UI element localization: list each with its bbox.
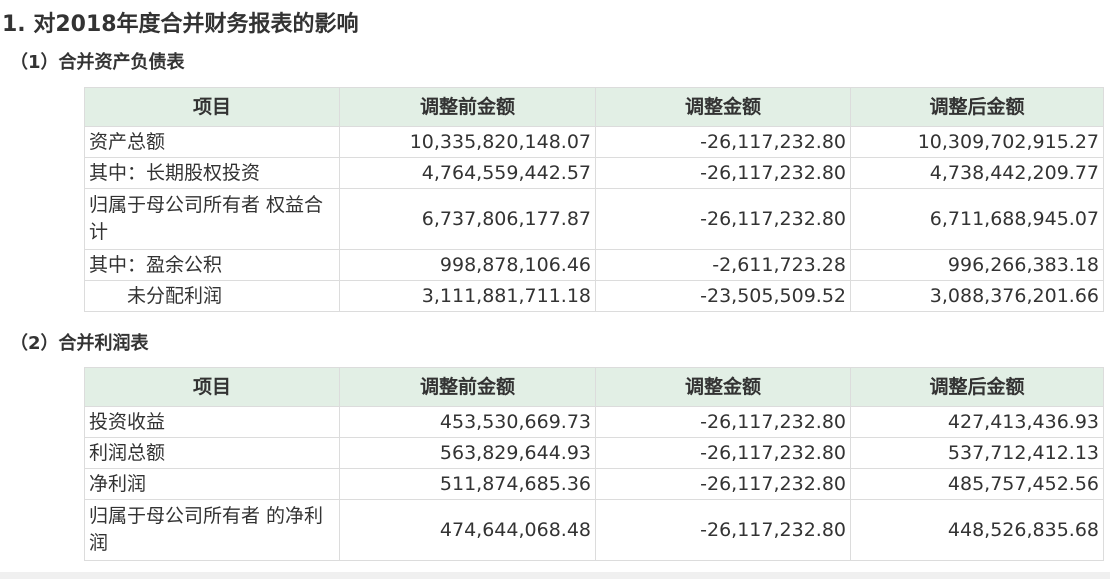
table-row: 利润总额 563,829,644.93 -26,117,232.80 537,7… [84, 437, 1104, 469]
table-row: 未分配利润 3,111,881,711.18 -23,505,509.52 3,… [84, 280, 1104, 312]
column-header-item: 项目 [84, 87, 340, 127]
row-after: 448,526,835.68 [850, 499, 1104, 561]
income-statement-heading: （2）合并利润表 [10, 333, 149, 354]
row-item: 其中：盈余公积 [84, 249, 340, 281]
row-item: 归属于母公司所有者 权益合计 [84, 188, 340, 250]
table-header-row: 项目 调整前金额 调整金额 调整后金额 [84, 87, 1104, 127]
row-after: 6,711,688,945.07 [850, 188, 1104, 250]
table-row: 资产总额 10,335,820,148.07 -26,117,232.80 10… [84, 126, 1104, 158]
table-row: 其中：盈余公积 998,878,106.46 -2,611,723.28 996… [84, 249, 1104, 281]
column-header-after: 调整后金额 [850, 367, 1104, 407]
row-adjust: -26,117,232.80 [595, 406, 851, 438]
row-after: 996,266,383.18 [850, 249, 1104, 281]
row-after: 427,413,436.93 [850, 406, 1104, 438]
row-item: 归属于母公司所有者 的净利润 [84, 499, 340, 561]
income-statement-table: 项目 调整前金额 调整金额 调整后金额 投资收益 453,530,669.73 … [84, 367, 1104, 561]
row-adjust: -26,117,232.80 [595, 188, 851, 250]
row-after: 10,309,702,915.27 [850, 126, 1104, 158]
balance-sheet-table: 项目 调整前金额 调整金额 调整后金额 资产总额 10,335,820,148.… [84, 87, 1104, 312]
row-before: 998,878,106.46 [339, 249, 596, 281]
row-after: 485,757,452.56 [850, 468, 1104, 500]
row-adjust: -26,117,232.80 [595, 157, 851, 189]
table-row: 归属于母公司所有者 的净利润 474,644,068.48 -26,117,23… [84, 499, 1104, 561]
column-header-adjust: 调整金额 [595, 367, 851, 407]
row-before: 453,530,669.73 [339, 406, 596, 438]
row-item: 利润总额 [84, 437, 340, 469]
row-adjust: -2,611,723.28 [595, 249, 851, 281]
row-adjust: -23,505,509.52 [595, 280, 851, 312]
row-item: 其中：长期股权投资 [84, 157, 340, 189]
row-before: 474,644,068.48 [339, 499, 596, 561]
row-item: 投资收益 [84, 406, 340, 438]
table-row: 净利润 511,874,685.36 -26,117,232.80 485,75… [84, 468, 1104, 500]
table-row: 归属于母公司所有者 权益合计 6,737,806,177.87 -26,117,… [84, 188, 1104, 250]
table-row: 投资收益 453,530,669.73 -26,117,232.80 427,4… [84, 406, 1104, 438]
row-before: 6,737,806,177.87 [339, 188, 596, 250]
column-header-before: 调整前金额 [339, 367, 596, 407]
row-before: 3,111,881,711.18 [339, 280, 596, 312]
row-item: 未分配利润 [84, 280, 340, 312]
column-header-after: 调整后金额 [850, 87, 1104, 127]
table-row: 其中：长期股权投资 4,764,559,442.57 -26,117,232.8… [84, 157, 1104, 189]
row-before: 511,874,685.36 [339, 468, 596, 500]
row-after: 3,088,376,201.66 [850, 280, 1104, 312]
column-header-before: 调整前金额 [339, 87, 596, 127]
row-adjust: -26,117,232.80 [595, 499, 851, 561]
row-before: 4,764,559,442.57 [339, 157, 596, 189]
balance-sheet-heading: （1）合并资产负债表 [10, 52, 185, 73]
row-before: 563,829,644.93 [339, 437, 596, 469]
column-header-adjust: 调整金额 [595, 87, 851, 127]
row-adjust: -26,117,232.80 [595, 437, 851, 469]
column-header-item: 项目 [84, 367, 340, 407]
row-adjust: -26,117,232.80 [595, 468, 851, 500]
row-item: 资产总额 [84, 126, 340, 158]
row-before: 10,335,820,148.07 [339, 126, 596, 158]
row-after: 4,738,442,209.77 [850, 157, 1104, 189]
row-after: 537,712,412.13 [850, 437, 1104, 469]
section-title: 1. 对2018年度合并财务报表的影响 [2, 12, 359, 37]
table-header-row: 项目 调整前金额 调整金额 调整后金额 [84, 367, 1104, 407]
page-bottom-band [0, 572, 1110, 579]
row-adjust: -26,117,232.80 [595, 126, 851, 158]
row-item: 净利润 [84, 468, 340, 500]
